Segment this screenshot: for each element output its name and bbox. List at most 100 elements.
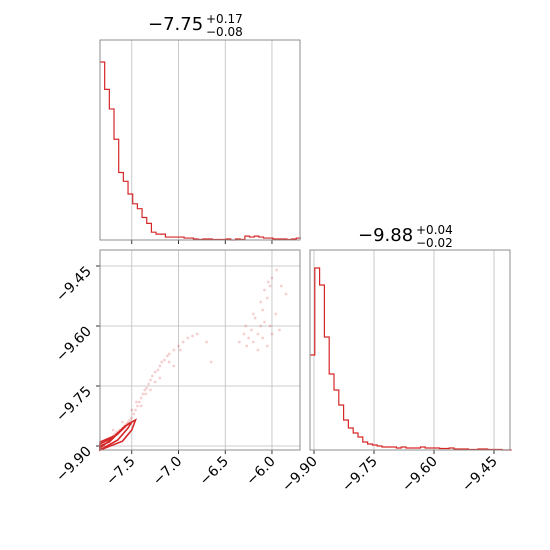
joint-scatter-point [165,354,169,358]
joint-scatter-point [144,392,148,396]
joint-scatter-point [130,408,134,412]
joint-scatter-point [251,312,255,316]
joint-scatter-point [135,404,139,408]
joint-scatter-point [263,288,266,292]
hist1-step [100,61,301,241]
joint-scatter-point [149,388,152,392]
joint-scatter-point [278,328,281,332]
hist1-frame [99,39,301,241]
joint-scatter-point [160,360,164,364]
joint-scatter-point [149,378,152,382]
joint-scatter-point [139,396,143,400]
joint-scatter-point [270,276,274,280]
joint-scatter-point [141,392,145,396]
joint-frame [99,249,301,451]
joint-scatter-point [111,428,115,432]
joint-scatter-point [134,408,137,412]
histogram-param2-axes: −9.90 −9.75 −9.60 −9.45 [279,249,512,496]
joint-scatter-point [253,316,257,320]
joint-scatter-point [177,344,180,348]
joint-scatter-point [266,280,270,284]
joint-scatter-point [158,376,162,380]
joint-scatter-point [130,416,134,420]
joint-scatter-point [250,328,253,332]
param2-title-median: −9.88 [358,225,413,246]
joint-scatter-point [128,418,132,422]
joint-scatter-point [259,300,263,304]
joint-scatter-point [268,284,272,288]
joint-scatter-point [256,348,260,352]
joint-scatter-point [237,340,241,344]
hist2-tick-label: −9.45 [459,454,501,496]
joint-scatter-point [261,336,265,340]
joint-scatter-point [268,324,272,328]
joint-scatter-point [181,340,185,344]
joint-scatter-point [163,358,166,362]
joint-scatter-point [209,360,213,364]
joint-scatter-point [251,340,255,344]
hist2-tick-label: −9.75 [339,454,381,496]
joint-scatter-point [247,336,250,340]
joint-scatter-point [150,374,154,378]
joint-xtick-label: −7.0 [150,454,185,489]
joint-scatter-point [167,352,171,356]
hist2-frame [309,249,511,451]
param1-title: −7.75 [148,14,203,35]
joint-scatter-point [139,404,143,408]
joint-scatter-point [195,332,199,336]
joint-scatter-point [265,344,269,348]
joint-contour [99,418,138,452]
joint-scatter-point [126,420,130,424]
joint-scatter-point [242,332,246,336]
param2-title-plus: +0.04 [416,223,453,237]
joint-scatter-point [137,400,141,404]
joint-xtick-label: −6.5 [197,454,232,489]
joint-scatter-point [256,332,260,336]
joint-scatter-point [205,340,208,344]
joint-ytick-label: −9.75 [53,384,95,426]
joint-scatter-point [172,348,176,352]
joint-scatter-point [156,368,160,372]
joint-scatter-point [172,364,176,368]
joint-scatter-point [265,296,269,300]
joint-scatter-point [153,370,157,374]
joint-scatter-point [167,360,171,364]
joint-scatter-point [143,388,147,392]
joint-xtick-label: −7.5 [103,454,138,489]
param2-title-minus: −0.02 [416,236,453,250]
joint-scatter-point [270,332,274,336]
hist2-tick-label: −9.90 [279,454,321,496]
joint-scatter-axes: −7.5 −7.0 −6.5 −6.0 −9.90 −9.75 −9.60 −9.45 [53,249,301,489]
joint-scatter-point [121,420,124,424]
joint-xtick-label: −6.0 [243,454,278,489]
joint-scatter-point [259,324,263,328]
joint-scatter-point [135,400,138,404]
joint-scatter-point [191,334,194,338]
joint-scatter-point [284,292,288,296]
joint-scatter-point [275,268,279,272]
joint-scatter-point [153,380,157,384]
joint-scatter-point [186,336,190,340]
param1-title-minus: −0.08 [206,25,243,39]
joint-scatter-point [244,324,248,328]
joint-scatter-point [245,344,249,348]
histogram-param1-axes [99,39,301,244]
joint-scatter-point [147,382,150,386]
param1-title-plus: +0.17 [206,12,243,26]
hist2-step [310,267,512,451]
joint-scatter-point [145,386,149,390]
joint-ytick-label: −9.90 [53,444,95,486]
param2-title: −9.88 [358,225,413,246]
joint-ytick-label: −9.45 [53,264,95,306]
joint-scatter-point [178,348,182,352]
param1-title-median: −7.75 [148,14,203,35]
joint-ytick-label: −9.60 [53,324,95,366]
joint-scatter-point [261,308,265,312]
joint-scatter-point [279,284,283,288]
joint-scatter-point [274,312,278,316]
joint-scatter-point [263,320,266,324]
joint-scatter-point [158,364,162,368]
joint-scatter-point [132,412,136,416]
hist2-tick-label: −9.60 [399,454,441,496]
